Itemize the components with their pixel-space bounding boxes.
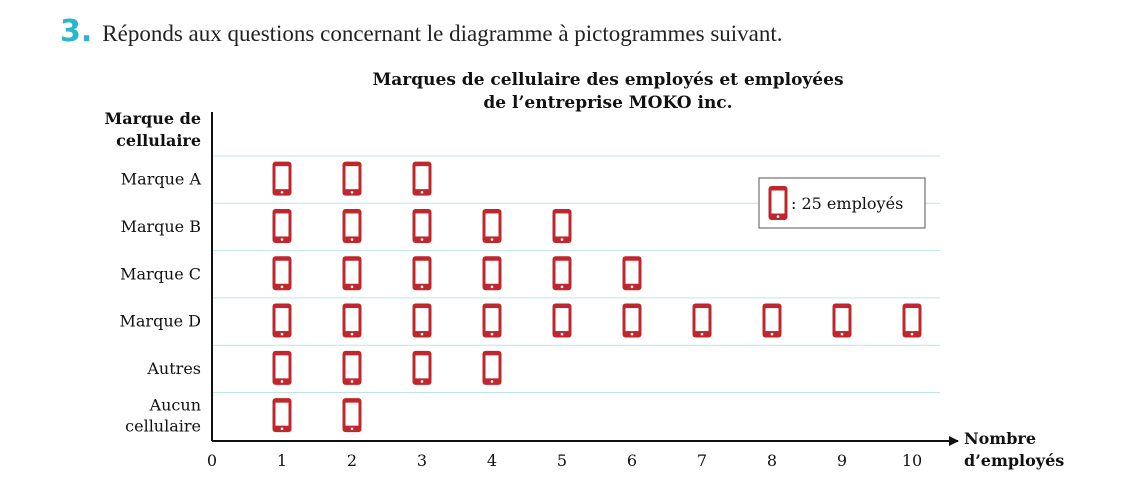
x-axis-title-line: Nombre xyxy=(964,429,1036,448)
pictograms xyxy=(272,161,922,433)
legend: : 25 employés xyxy=(758,177,926,229)
phone-icon xyxy=(622,303,642,338)
axes xyxy=(211,112,959,446)
phone-icon xyxy=(412,208,432,243)
phone-icon xyxy=(272,208,292,243)
category-label: cellulaire xyxy=(125,417,201,436)
category-label: Marque D xyxy=(120,312,202,331)
category-label: Marque A xyxy=(121,170,202,189)
x-tick-label: 0 xyxy=(207,451,217,470)
phone-icon xyxy=(552,256,572,291)
phone-icon xyxy=(272,161,292,196)
phone-icon xyxy=(412,303,432,338)
x-tick-label: 4 xyxy=(487,451,497,470)
question-number: 3. xyxy=(60,14,93,49)
x-tick-label: 9 xyxy=(837,451,847,470)
phone-icon xyxy=(272,303,292,338)
phone-icon xyxy=(412,161,432,196)
x-tick-label: 6 xyxy=(627,451,637,470)
phone-icon xyxy=(342,256,362,291)
phone-icon xyxy=(902,303,922,338)
legend-label: : 25 employés xyxy=(791,194,903,213)
phone-icon xyxy=(552,303,572,338)
phone-icon xyxy=(768,186,788,220)
question-header: 3. Réponds aux questions concernant le d… xyxy=(60,14,783,49)
phone-icon xyxy=(342,208,362,243)
chart-title-line: Marques de cellulaire des employés et em… xyxy=(372,70,843,90)
phone-icon xyxy=(272,350,292,385)
question-text: Réponds aux questions concernant le diag… xyxy=(102,21,783,46)
y-axis-title-line: Marque de xyxy=(105,109,201,128)
phone-icon xyxy=(482,303,502,338)
phone-icon xyxy=(552,208,572,243)
x-tick-label: 3 xyxy=(417,451,427,470)
phone-icon xyxy=(622,256,642,291)
gridlines xyxy=(212,155,940,393)
x-tick-label: 8 xyxy=(767,451,777,470)
x-tick-label: 10 xyxy=(902,451,922,470)
category-label: Aucun xyxy=(149,396,201,415)
x-axis-title-line: d’employés xyxy=(964,451,1064,470)
x-tick-label: 7 xyxy=(697,451,707,470)
phone-icon xyxy=(272,398,292,433)
category-label: Marque C xyxy=(120,264,201,283)
x-tick-label: 1 xyxy=(277,451,287,470)
category-label: Marque B xyxy=(121,217,201,236)
phone-icon xyxy=(762,303,782,338)
phone-icon xyxy=(692,303,712,338)
x-tick-label: 2 xyxy=(347,451,357,470)
category-label: Autres xyxy=(146,359,201,378)
phone-icon xyxy=(412,350,432,385)
phone-icon xyxy=(482,256,502,291)
phone-icon xyxy=(482,350,502,385)
phone-icon xyxy=(342,350,362,385)
chart-title-line: de l’entreprise MOKO inc. xyxy=(483,93,732,113)
phone-icon xyxy=(272,256,292,291)
phone-icon xyxy=(832,303,852,338)
phone-icon xyxy=(482,208,502,243)
phone-icon xyxy=(342,161,362,196)
phone-icon xyxy=(342,303,362,338)
chart-labels: Marques de cellulaire des employés et em… xyxy=(105,70,1065,470)
phone-icon xyxy=(342,398,362,433)
x-tick-label: 5 xyxy=(557,451,567,470)
phone-icon xyxy=(412,256,432,291)
y-axis-title-line: cellulaire xyxy=(116,131,201,150)
